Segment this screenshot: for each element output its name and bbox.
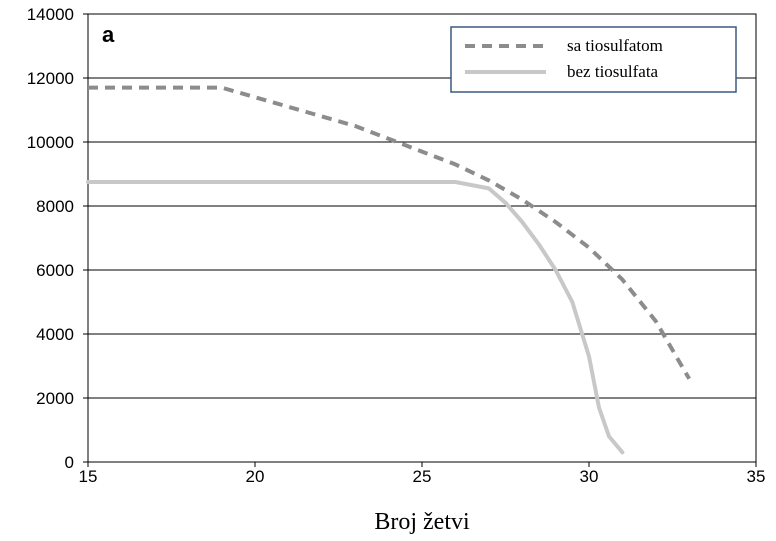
x-axis-label: Broj žetvi [374,509,470,535]
y-tick-label: 8000 [36,197,74,216]
y-tick-label: 12000 [27,69,74,88]
y-tick-label: 4000 [36,325,74,344]
series-line-sa-tiosulfatom [88,85,691,380]
y-tick-label: 14000 [27,5,74,24]
legend: sa tiosulfatom bez tiosulfata [450,26,737,93]
x-tick-label: 30 [580,467,599,486]
x-tick-label: 25 [413,467,432,486]
y-tick-label: 6000 [36,261,74,280]
panel-label: a [102,22,115,47]
y-tick-label: 10000 [27,133,74,152]
series-group [86,85,691,455]
legend-label: sa tiosulfatom [567,36,663,55]
axis-ticks: 0 2000 4000 6000 8000 10000 12000 14000 15 20 25 30… [27,5,766,486]
x-tick-label: 15 [79,467,98,486]
y-tick-label: 2000 [36,389,74,408]
x-tick-label: 35 [747,467,766,486]
legend-label: bez tiosulfata [567,62,659,81]
series-line-bez-tiosulfata [86,180,625,455]
x-tick-label: 20 [246,467,265,486]
legend-box [450,26,737,93]
y-tick-label: 0 [65,453,74,472]
